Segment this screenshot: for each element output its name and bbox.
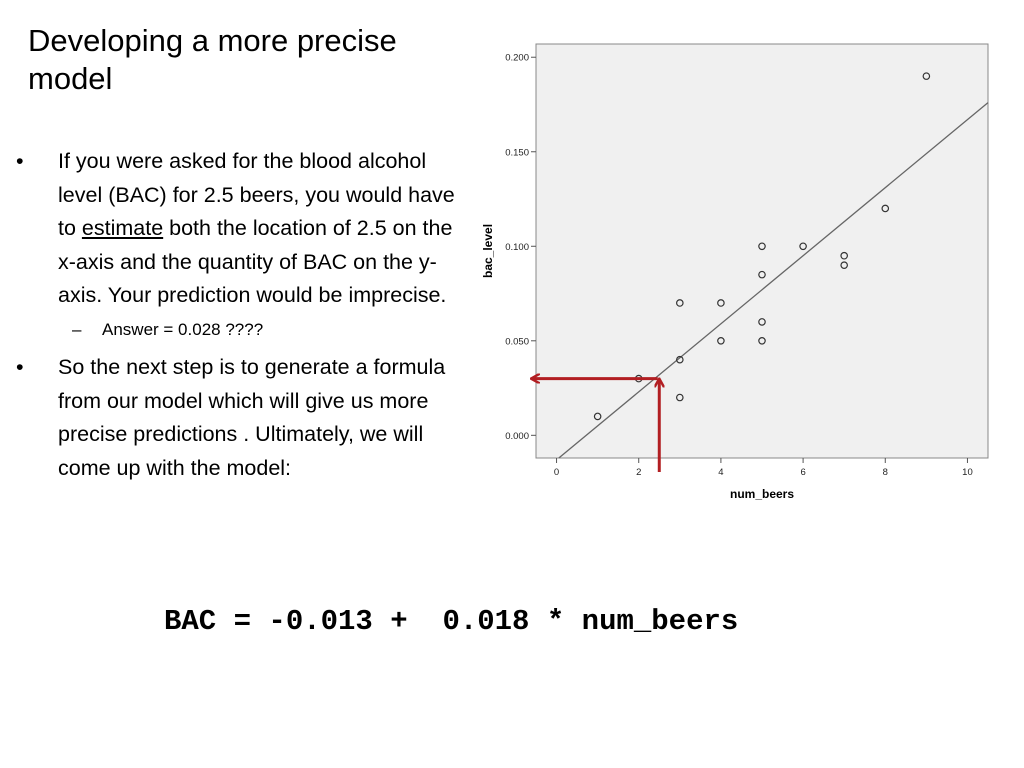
x-axis: 0 2 4 6 8 10 <box>554 458 973 478</box>
scatter-point <box>676 393 684 402</box>
x-tick-label: 0 <box>554 467 559 478</box>
bullet1-text-after: both the location of 2.5 on the x-axis a… <box>58 216 453 308</box>
x-tick-label: 2 <box>636 467 641 478</box>
scatter-point <box>799 242 807 251</box>
plot-content <box>532 72 989 472</box>
sub-bullet-text: Answer = 0.028 ???? <box>102 319 264 339</box>
y-axis-label: bac_level <box>481 224 495 278</box>
bullet-blood-alcohol: • If you were asked for the blood alcoho… <box>16 145 456 313</box>
scatter-point <box>593 412 602 421</box>
scatter-point <box>922 72 931 80</box>
scatter-point <box>840 261 848 269</box>
x-tick-label: 10 <box>962 467 973 478</box>
bullet1-underlined-word: estimate <box>81 216 164 241</box>
x-tick-label: 4 <box>718 467 723 478</box>
plot-area <box>535 43 989 459</box>
bullet1-text-before: If you were asked for the blood alcohol … <box>58 149 455 241</box>
x-axis-label: num_beers <box>730 487 794 501</box>
y-tick-label: 0.000 <box>505 431 529 442</box>
scatter-point <box>758 336 766 345</box>
scatter-point <box>717 336 725 345</box>
scatter-point <box>676 299 684 307</box>
sub-bullet-answer: – Answer = 0.028 ???? <box>16 315 456 345</box>
bullet-marker: • <box>16 149 24 173</box>
scatter-point <box>758 318 766 326</box>
scatter-chart: 0.000 0.050 0.100 0.150 0.200 0 2 4 6 8 10 num_be… <box>481 43 989 501</box>
y-axis: 0.000 0.050 0.100 0.150 0.200 <box>505 53 536 442</box>
model-formula: BAC = -0.013 + 0.018 * num_beers <box>164 605 739 638</box>
y-tick-label: 0.100 <box>505 242 529 253</box>
bullet-next-step: • So the next step is to generate a form… <box>16 351 456 485</box>
scatter-point <box>717 299 725 307</box>
sub-bullet-marker: – <box>72 319 82 339</box>
regression-line <box>558 102 989 459</box>
y-tick-label: 0.150 <box>505 147 529 158</box>
scatter-point <box>840 251 848 260</box>
scatter-point <box>676 355 684 364</box>
slide-body: • If you were asked for the blood alcoho… <box>16 145 456 485</box>
x-tick-label: 8 <box>883 467 888 478</box>
scatter-point <box>881 204 890 213</box>
x-tick-label: 6 <box>800 467 805 478</box>
bullet2-text: So the next step is to generate a formul… <box>58 354 446 480</box>
scatter-point <box>758 242 766 251</box>
bullet-marker: • <box>16 354 24 379</box>
y-tick-label: 0.050 <box>505 336 529 347</box>
scatter-point <box>758 270 766 279</box>
y-tick-label: 0.200 <box>505 53 529 64</box>
slide-title: Developing a more precise model <box>28 23 397 96</box>
